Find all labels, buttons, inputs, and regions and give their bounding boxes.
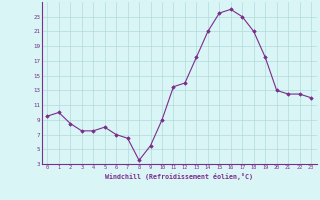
X-axis label: Windchill (Refroidissement éolien,°C): Windchill (Refroidissement éolien,°C): [105, 173, 253, 180]
